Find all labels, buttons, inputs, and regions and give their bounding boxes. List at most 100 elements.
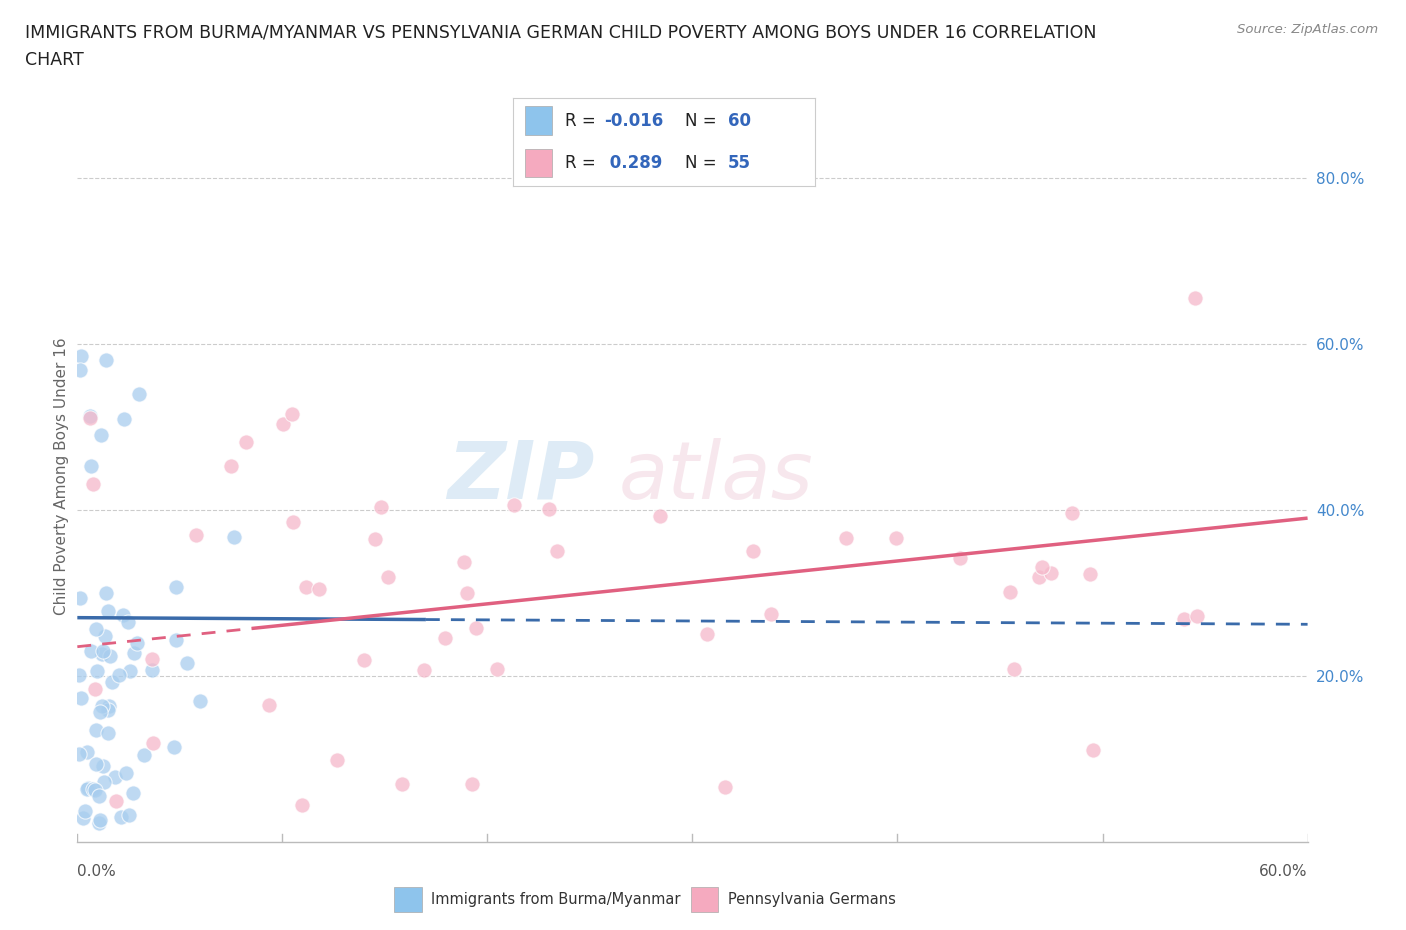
Point	[413, 663, 436, 678]
Point	[142, 736, 165, 751]
Point	[370, 499, 392, 514]
Point	[97, 703, 120, 718]
Point	[94, 353, 117, 368]
Point	[98, 698, 121, 713]
Point	[165, 579, 187, 594]
Point	[79, 408, 101, 423]
Point	[1002, 662, 1025, 677]
Text: ZIP: ZIP	[447, 438, 595, 515]
Text: -0.016: -0.016	[605, 112, 664, 129]
Point	[141, 662, 163, 677]
Point	[115, 765, 138, 780]
Point	[353, 652, 375, 667]
Point	[127, 635, 149, 650]
Point	[86, 621, 108, 636]
Point	[714, 779, 737, 794]
Point	[1184, 291, 1206, 306]
Point	[650, 509, 672, 524]
Text: Pennsylvania Germans: Pennsylvania Germans	[728, 892, 896, 908]
Point	[141, 652, 163, 667]
Point	[77, 781, 100, 796]
Point	[67, 746, 90, 761]
Point	[1031, 559, 1053, 574]
Point	[90, 428, 112, 443]
Point	[188, 694, 211, 709]
Point	[222, 529, 245, 544]
Bar	[394, 887, 422, 912]
Text: 55: 55	[728, 154, 751, 172]
Text: 60: 60	[728, 112, 751, 129]
Point	[163, 739, 186, 754]
Point	[485, 661, 508, 676]
Point	[91, 699, 114, 714]
Point	[453, 555, 475, 570]
Point	[89, 816, 111, 830]
Point	[281, 406, 304, 421]
Point	[308, 581, 330, 596]
Point	[110, 810, 132, 825]
Text: 60.0%: 60.0%	[1260, 864, 1308, 879]
Point	[235, 435, 257, 450]
Point	[1185, 608, 1208, 623]
Point	[433, 631, 456, 645]
Point	[546, 544, 568, 559]
Point	[104, 769, 127, 784]
Point	[84, 723, 107, 737]
Point	[79, 644, 101, 658]
Point	[69, 591, 91, 605]
Point	[998, 585, 1021, 600]
Point	[97, 604, 120, 618]
Text: Source: ZipAtlas.com: Source: ZipAtlas.com	[1237, 23, 1378, 36]
Point	[91, 759, 114, 774]
Point	[221, 458, 243, 473]
Point	[75, 804, 97, 818]
Point	[391, 777, 413, 792]
Point	[696, 627, 718, 642]
Point	[69, 349, 91, 364]
Point	[105, 793, 128, 808]
Point	[132, 748, 155, 763]
Point	[456, 585, 478, 600]
Point	[97, 725, 120, 740]
Point	[465, 620, 488, 635]
Point	[107, 668, 129, 683]
Point	[112, 411, 135, 426]
Point	[122, 645, 145, 660]
Point	[70, 690, 93, 705]
Point	[86, 663, 108, 678]
Point	[742, 544, 765, 559]
Point	[377, 570, 399, 585]
Point	[118, 808, 141, 823]
Point	[101, 674, 124, 689]
Text: atlas: atlas	[619, 438, 814, 515]
Text: R =: R =	[565, 154, 600, 172]
Point	[82, 781, 104, 796]
Point	[1083, 743, 1105, 758]
Text: R =: R =	[565, 112, 600, 129]
Point	[84, 782, 107, 797]
Point	[118, 663, 141, 678]
Point	[84, 757, 107, 772]
Point	[364, 531, 387, 546]
Point	[89, 704, 111, 719]
Point	[93, 775, 115, 790]
Point	[82, 476, 104, 491]
Text: Immigrants from Burma/Myanmar: Immigrants from Burma/Myanmar	[430, 892, 681, 908]
Point	[176, 656, 198, 671]
Text: 0.289: 0.289	[605, 154, 662, 172]
Point	[91, 647, 114, 662]
Text: 0.0%: 0.0%	[77, 864, 117, 879]
Point	[165, 632, 187, 647]
Point	[184, 527, 207, 542]
Point	[326, 752, 349, 767]
Point	[76, 781, 98, 796]
Point	[117, 615, 139, 630]
Point	[759, 606, 782, 621]
Point	[283, 514, 305, 529]
Point	[949, 551, 972, 565]
Point	[273, 417, 295, 432]
Text: CHART: CHART	[25, 51, 84, 69]
Point	[886, 531, 908, 546]
Bar	[690, 887, 718, 912]
Point	[128, 386, 150, 401]
